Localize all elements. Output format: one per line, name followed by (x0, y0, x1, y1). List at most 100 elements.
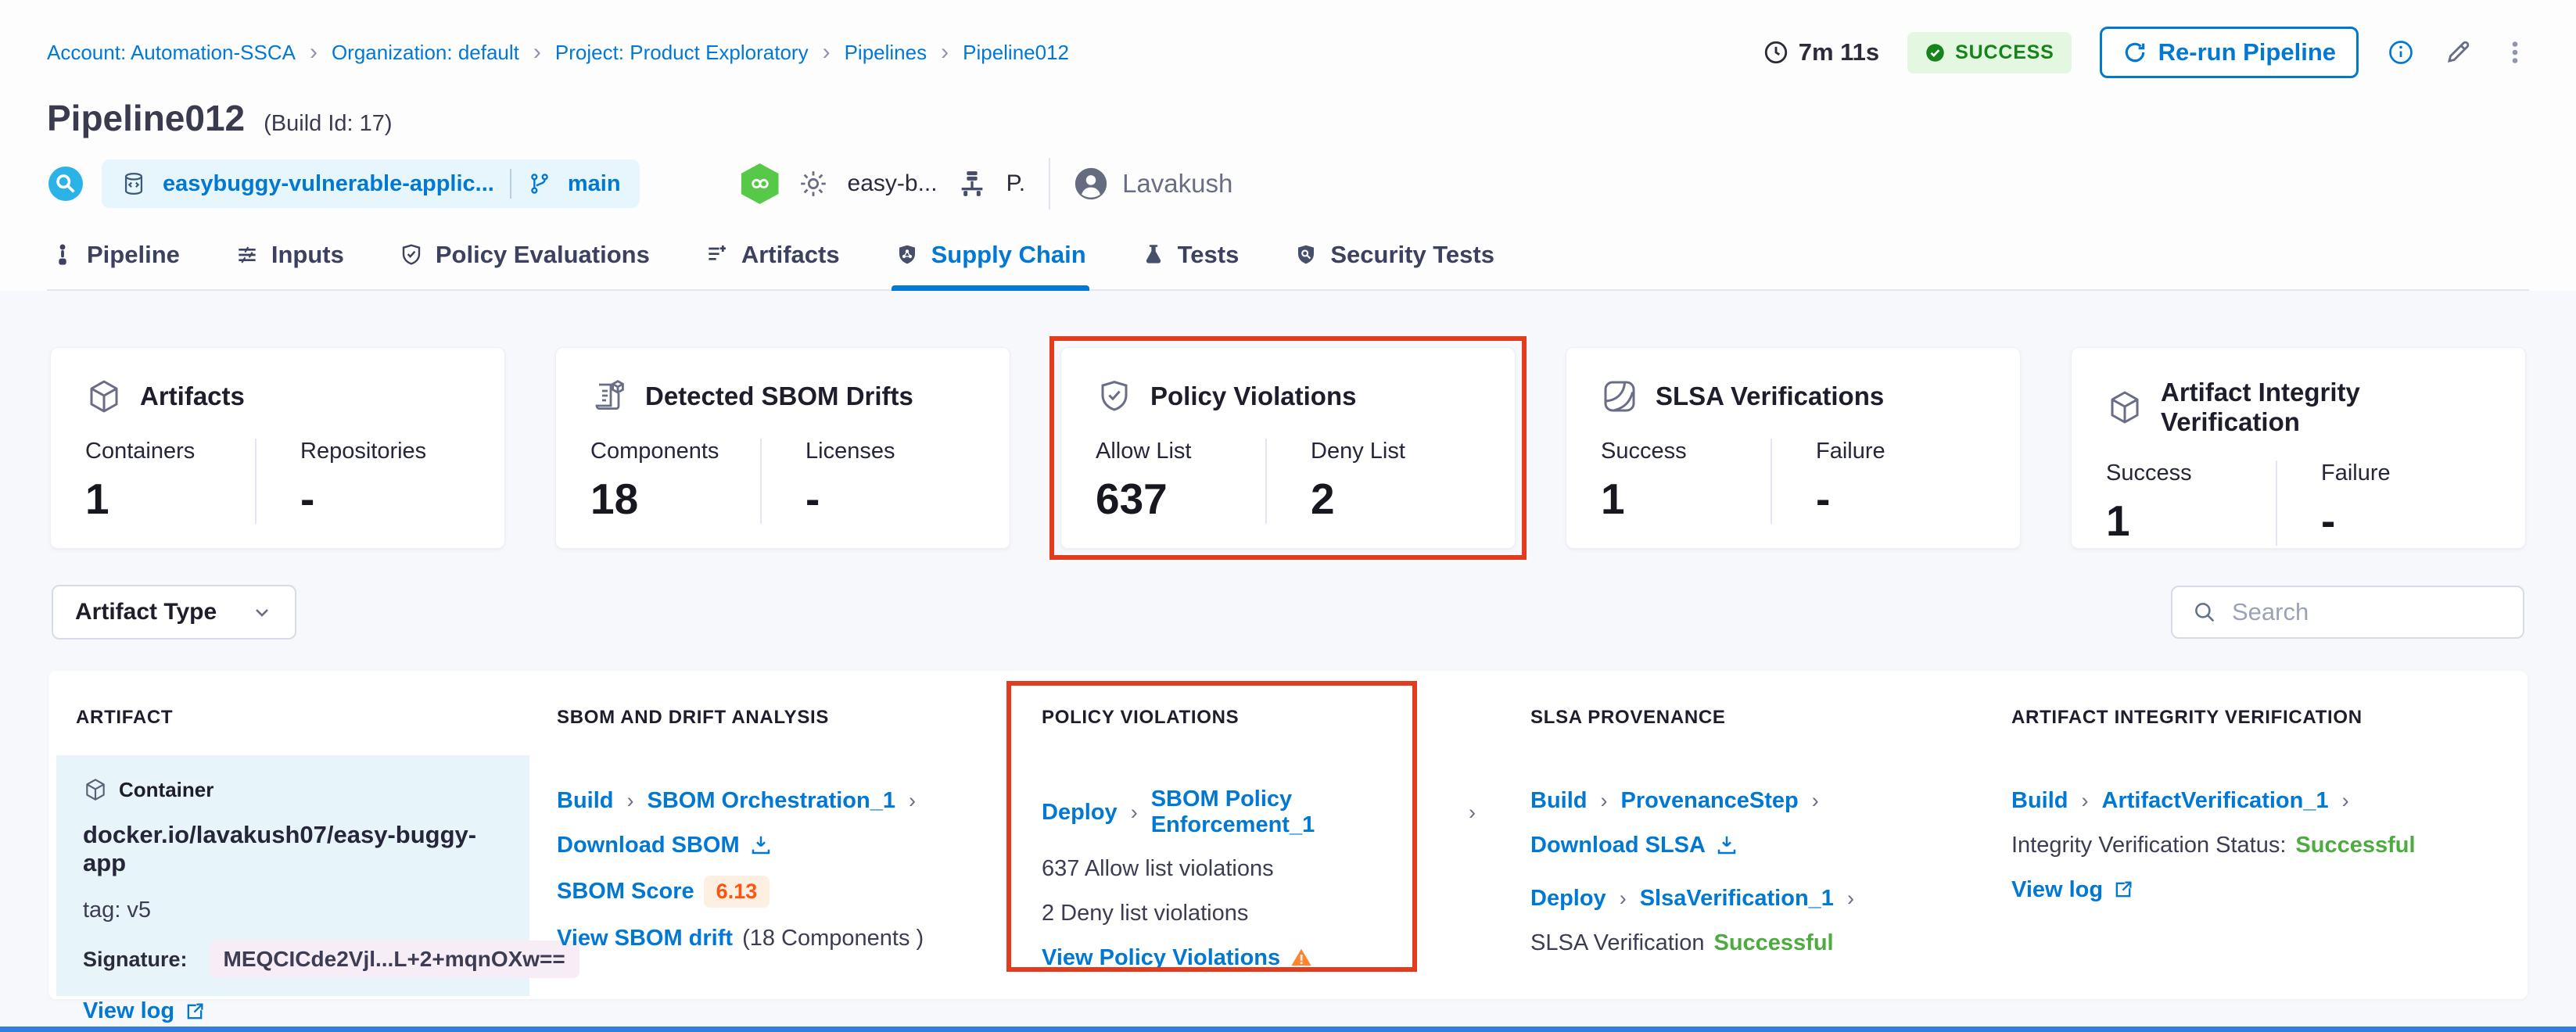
sliders-icon (235, 242, 260, 267)
shield-check-icon (1096, 378, 1133, 415)
tab-pipeline[interactable]: Pipeline (47, 230, 183, 289)
metric-label: Allow List (1096, 439, 1265, 464)
chevron-right-icon: › (533, 39, 541, 66)
artifact-tag: tag: v5 (83, 898, 511, 923)
sbom-cell: Build › SBOM Orchestration_1 › Download … (529, 755, 1014, 996)
refresh-icon (2122, 40, 2147, 65)
artifact-list-icon (705, 242, 730, 267)
table-row: Container docker.io/lavakush07/easy-bugg… (48, 755, 2528, 996)
slsa-provenance-cell: Build › ProvenanceStep › Download SLSA D… (1503, 755, 1984, 996)
trigger-name: easy-b... (848, 170, 938, 197)
col-header-policy-violations: POLICY VIOLATIONS (1014, 671, 1503, 729)
card-sbom-drifts: Detected SBOM Drifts Components 18 Licen… (555, 347, 1010, 549)
integrity-verification-cell: Build › ArtifactVerification_1 › Integri… (1984, 755, 2528, 996)
col-header-integrity: ARTIFACT INTEGRITY VERIFICATION (1984, 671, 2528, 729)
tab-tests[interactable]: Tests (1138, 230, 1243, 289)
metric-value: - (300, 474, 470, 524)
tab-supply-chain[interactable]: Supply Chain (892, 230, 1089, 289)
view-log-link[interactable]: View log (83, 998, 174, 1024)
cube-icon (2106, 389, 2144, 426)
view-policy-violations-link[interactable]: View Policy Violations (1042, 945, 1280, 971)
gear-icon (798, 168, 829, 199)
webhook-trigger-icon (741, 163, 779, 204)
stage-link[interactable]: Build (557, 788, 614, 814)
step-link[interactable]: SBOM Orchestration_1 (648, 788, 895, 814)
build-id: (Build Id: 17) (264, 111, 392, 137)
tab-artifacts[interactable]: Artifacts (701, 230, 843, 289)
stage-link[interactable]: Build (1530, 788, 1588, 814)
search-icon (2191, 599, 2218, 625)
edit-pencil-icon[interactable] (2443, 38, 2473, 67)
header-actions: 7m 11s SUCCESS Re-run Pipeline (1763, 27, 2529, 78)
metric-label: Containers (85, 439, 255, 464)
step-link[interactable]: ProvenanceStep (1621, 788, 1799, 814)
avatar (1074, 167, 1108, 201)
tab-security-tests[interactable]: Security Tests (1290, 230, 1498, 289)
step-link[interactable]: SlsaVerification_1 (1640, 886, 1834, 912)
sbom-score-link[interactable]: SBOM Score (557, 879, 694, 905)
execution-duration: 7m 11s (1763, 38, 1879, 66)
card-title: SLSA Verifications (1656, 382, 1884, 411)
user-name: Lavakush (1122, 169, 1232, 199)
stage-link[interactable]: Deploy (1530, 886, 1606, 912)
user-info: Lavakush (1074, 167, 1232, 201)
page-header: Account: Automation-SSCA › Organization:… (0, 0, 2576, 291)
metric-value: - (805, 474, 975, 524)
breadcrumb-account[interactable]: Account: Automation-SSCA (47, 41, 296, 65)
view-sbom-drift-link[interactable]: View SBOM drift (557, 926, 733, 951)
page-title: Pipeline012 (47, 97, 245, 139)
external-link-icon (2112, 879, 2134, 901)
metric-value: 1 (1601, 474, 1771, 524)
metric-value: 2 (1311, 474, 1480, 524)
breadcrumb-organization[interactable]: Organization: default (332, 41, 519, 65)
metric-value: 637 (1096, 474, 1265, 524)
search-input[interactable] (2232, 598, 2504, 626)
branch-icon (527, 171, 552, 196)
step-link[interactable]: ArtifactVerification_1 (2102, 788, 2329, 814)
sbom-drift-count: (18 Components ) (742, 926, 924, 951)
download-icon (749, 833, 773, 857)
card-policy-violations: Policy Violations Allow List 637 Deny Li… (1060, 347, 1516, 549)
metric-value: 1 (85, 474, 255, 524)
deny-list-violations: 2 Deny list violations (1042, 899, 1480, 927)
clock-icon (1763, 39, 1789, 66)
metric-label: Repositories (300, 439, 470, 464)
execution-tabs: Pipeline Inputs Policy Evaluations Artif… (47, 230, 2529, 291)
breadcrumb-pipeline012[interactable]: Pipeline012 (963, 41, 1069, 65)
metric-label: Components (590, 439, 760, 464)
artifact-cell: Container docker.io/lavakush07/easy-bugg… (48, 755, 529, 996)
step-link[interactable]: SBOM Policy Enforcement_1 (1151, 787, 1455, 838)
download-slsa-link[interactable]: Download SLSA (1530, 833, 1706, 858)
stage-link[interactable]: Build (2011, 788, 2068, 814)
chevron-right-icon: › (1808, 789, 1823, 813)
kebab-menu-icon[interactable] (2501, 38, 2529, 66)
col-header-slsa: SLSA PROVENANCE (1503, 671, 1984, 729)
signature-value: MEQCICde2Vjl...L+2+mqnOXw== (210, 941, 579, 978)
chevron-right-icon: › (1843, 887, 1858, 911)
branch-name-link[interactable]: main (568, 171, 621, 197)
tab-inputs[interactable]: Inputs (231, 230, 347, 289)
breadcrumb-pipelines[interactable]: Pipelines (845, 41, 927, 65)
metric-label: Success (1601, 439, 1771, 464)
chevron-right-icon: › (905, 789, 920, 813)
chevron-right-icon: › (310, 39, 318, 66)
view-log-link[interactable]: View log (2011, 877, 2103, 903)
chevron-right-icon: › (1465, 801, 1480, 825)
chevron-right-icon: › (623, 789, 638, 813)
metric-label: Licenses (805, 439, 975, 464)
info-icon[interactable] (2387, 38, 2415, 66)
external-link-icon (184, 1001, 206, 1023)
breadcrumb-project[interactable]: Project: Product Exploratory (555, 41, 809, 65)
chevron-down-icon (251, 601, 273, 623)
tab-policy-evaluations[interactable]: Policy Evaluations (396, 230, 653, 289)
download-sbom-link[interactable]: Download SBOM (557, 833, 740, 858)
trigger-user-initial: P. (1006, 170, 1025, 197)
stage-link[interactable]: Deploy (1042, 800, 1118, 826)
artifact-type-dropdown[interactable]: Artifact Type (52, 585, 296, 640)
integrity-status-value: Successful (2295, 833, 2415, 858)
repo-name-link[interactable]: easybuggy-vulnerable-applic... (163, 171, 494, 197)
metric-label: Failure (1816, 439, 1986, 464)
divider (510, 169, 511, 199)
bottom-accent-bar (0, 1027, 2576, 1032)
rerun-pipeline-button[interactable]: Re-run Pipeline (2100, 27, 2359, 78)
